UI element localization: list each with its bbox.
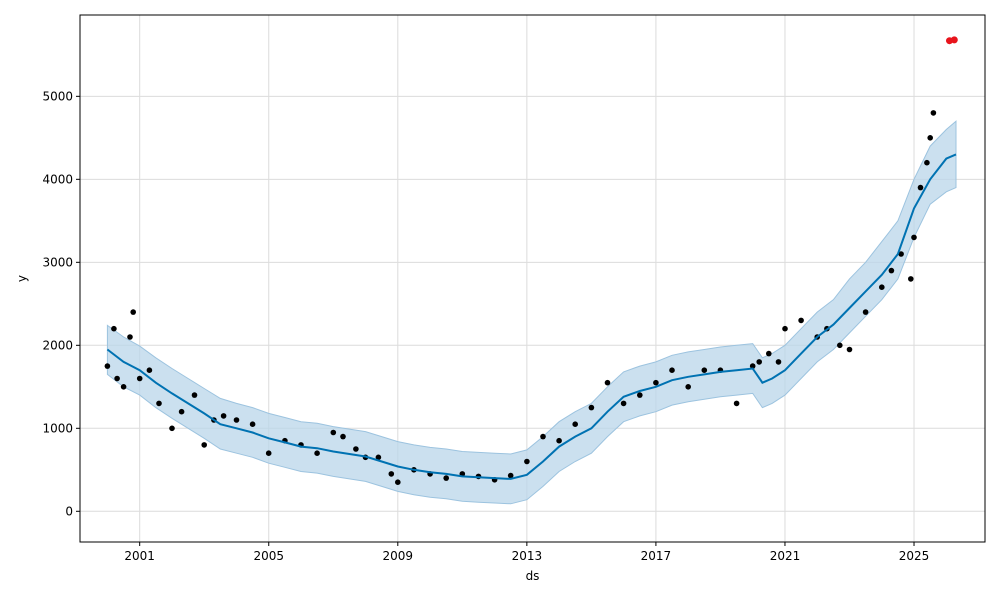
observed-point [749,363,756,369]
x-tick-label: 2009 [383,549,414,563]
observed-point [114,375,120,382]
observed-point [669,367,675,374]
observed-point [443,475,450,481]
observed-point [637,392,643,398]
highlighted-points [946,36,958,45]
forecast-line [106,153,957,480]
observed-point [104,363,111,369]
observed-point [898,251,904,257]
highlighted-point [950,36,958,44]
observed-point [556,437,562,444]
y-tick-label: 4000 [42,172,73,186]
y-tick-label: 2000 [42,338,73,352]
x-tick-label: 2025 [899,549,930,563]
observed-point [846,346,853,353]
observed-point [524,458,530,465]
x-axis-ticks: 2001 2005 2009 2013 2017 2021 2025 [124,542,929,563]
observed-point [178,408,185,415]
observed-point [879,284,885,291]
y-tick-label: 5000 [42,89,73,103]
observed-point [375,454,382,461]
observed-point [395,479,401,486]
observed-point [249,421,256,428]
observed-point [265,450,272,457]
observed-point [572,421,578,428]
observed-point [220,413,227,419]
observed-point [191,392,198,398]
x-axis-label: ds [526,569,540,583]
observed-point [653,379,659,386]
x-tick-label: 2013 [512,549,543,563]
observed-point [620,400,627,407]
observed-point [507,472,514,479]
observed-point [927,135,933,141]
observed-point [888,267,895,274]
observed-point [588,404,595,411]
observed-point [756,359,762,365]
y-axis-label: y [15,275,29,282]
observed-point [136,375,143,382]
observed-point [330,429,337,436]
observed-point [146,367,153,374]
observed-point [798,317,804,324]
observed-point [908,276,914,282]
observed-point [340,433,346,440]
observed-point [314,450,320,457]
forecast-series [106,153,957,480]
observed-point [930,110,937,116]
observed-point [540,433,546,440]
observed-point [685,384,691,390]
observed-point [766,350,772,357]
interval-band [106,120,957,505]
x-tick-label: 2001 [124,549,155,563]
y-axis-ticks: 0 1000 2000 3000 4000 5000 [42,89,80,518]
observed-point [120,384,127,390]
observed-point [924,159,930,166]
observed-point [604,379,611,386]
observed-point [201,442,207,448]
observed-point [837,342,843,349]
observed-point [233,417,240,423]
observed-point [353,446,359,452]
y-tick-label: 0 [65,504,73,518]
observed-point [127,334,133,340]
observed-point [911,234,917,241]
x-tick-label: 2021 [770,549,801,563]
x-tick-label: 2005 [253,549,284,563]
observed-point [701,367,708,374]
observed-point [775,359,782,365]
observed-point [862,309,869,315]
observed-point [111,325,117,332]
observed-points [104,110,937,486]
observed-point [130,309,136,315]
observed-point [917,184,924,191]
plot-area-frame [79,14,986,543]
uncertainty-interval [106,120,957,505]
observed-point [156,400,162,407]
observed-point [782,325,788,332]
observed-point [169,425,175,432]
observed-point [733,400,740,407]
y-tick-label: 1000 [42,421,73,435]
y-tick-label: 3000 [42,255,73,269]
observed-point [388,471,395,477]
x-tick-label: 2017 [641,549,672,563]
